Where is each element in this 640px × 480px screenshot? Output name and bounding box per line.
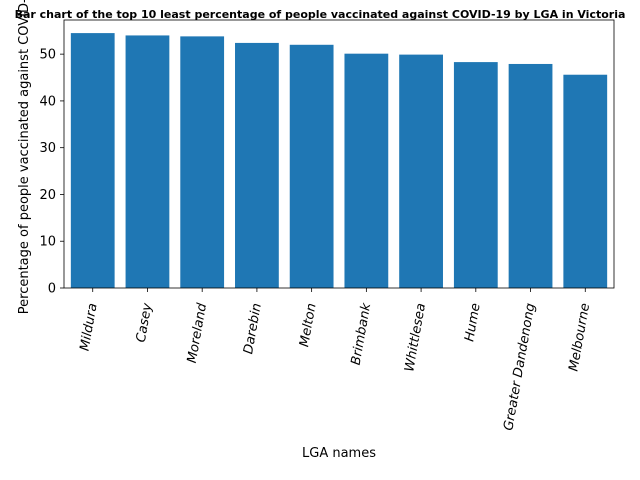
y-tick-label: 40 (39, 94, 56, 109)
y-tick-label: 50 (39, 48, 56, 63)
bar-mildura (70, 33, 115, 289)
bar-darebin (235, 42, 279, 289)
bar-melton (289, 44, 334, 288)
bar-brimbank (344, 53, 389, 289)
plot-frame (63, 19, 615, 289)
x-tick-label: Casey (134, 302, 156, 344)
y-tick-label: 30 (39, 141, 56, 156)
x-axis-label: LGA names (302, 446, 376, 461)
bar-whittlesea (399, 54, 443, 288)
bar-hume (453, 62, 498, 289)
y-tick-label: 10 (39, 235, 56, 250)
x-tick-label: Hume (462, 302, 483, 343)
plot-area (63, 19, 615, 289)
bar-moreland (180, 36, 225, 289)
y-axis-label: Percentage of people vaccinated against … (17, 0, 32, 314)
bar-melbourne (563, 74, 608, 289)
chart-title: Bar chart of the top 10 least percentage… (15, 8, 626, 21)
bar-casey (125, 35, 170, 288)
y-tick-label: 20 (39, 188, 56, 203)
y-axis: 0 10 20 30 40 50 (39, 48, 64, 297)
y-tick-label: 0 (48, 282, 56, 297)
bar-greater-dandenong (508, 63, 553, 289)
